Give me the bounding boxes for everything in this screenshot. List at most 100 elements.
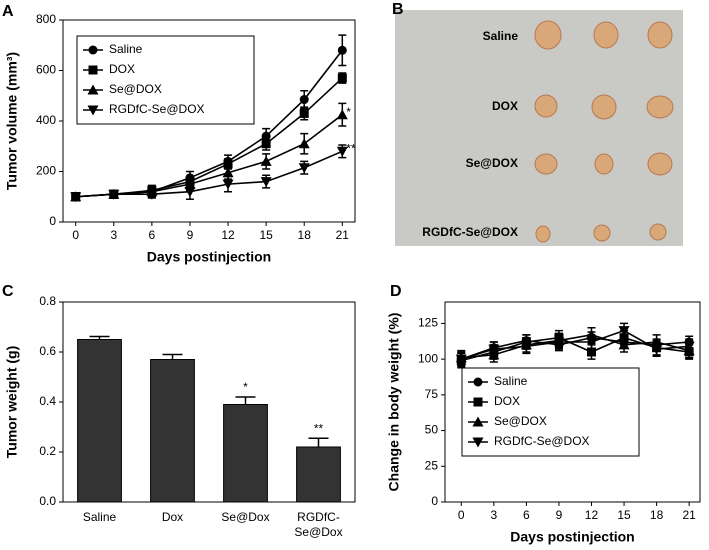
marker [553, 337, 565, 348]
x-axis-label: Days postinjection [510, 529, 634, 545]
series-line [75, 150, 343, 198]
legend-label: Saline [494, 374, 528, 388]
marker [473, 377, 483, 387]
x-tick-label: 15 [617, 508, 631, 522]
x-tick-label: Dox [162, 510, 183, 524]
tumor [535, 225, 551, 243]
tumor [647, 21, 673, 49]
bar [296, 446, 341, 503]
row-label: DOX [492, 99, 518, 113]
marker [298, 163, 310, 174]
marker [488, 344, 500, 355]
y-tick-label: 100 [418, 351, 438, 365]
marker [585, 337, 597, 348]
tumor [649, 223, 667, 241]
bar [223, 404, 268, 503]
plot-frame [444, 301, 701, 503]
tumor [594, 153, 614, 175]
marker [87, 105, 99, 116]
marker [260, 177, 272, 188]
marker [299, 108, 309, 118]
y-tick-label: 800 [36, 12, 56, 26]
marker [146, 189, 158, 200]
x-tick-label: 9 [187, 228, 194, 242]
x-tick-label: Saline [83, 510, 117, 524]
row-label: RGDfC-Se@DOX [422, 225, 518, 239]
y-tick-label: 50 [425, 423, 439, 437]
x-tick-label: 21 [336, 228, 350, 242]
panel-label: D [390, 283, 402, 300]
legend-label: Se@DOX [494, 414, 547, 428]
x-tick-label: 21 [682, 508, 696, 522]
tumor [534, 94, 558, 118]
tumor [591, 94, 617, 120]
marker [472, 437, 484, 448]
significance: * [243, 380, 248, 394]
y-tick-label: 0.4 [39, 394, 56, 408]
marker [260, 155, 272, 166]
panel-label: B [392, 1, 404, 18]
marker [88, 45, 98, 55]
marker [222, 167, 234, 178]
error-bar [308, 437, 329, 447]
y-tick-label: 75 [425, 387, 439, 401]
marker [618, 326, 630, 337]
legend-label: RGDfC-Se@DOX [109, 102, 205, 116]
marker [70, 192, 82, 203]
panel-label: A [2, 3, 14, 20]
tumors [534, 20, 674, 243]
tumor [534, 20, 562, 50]
tumor [593, 21, 619, 49]
y-tick-label: 0.2 [39, 444, 56, 458]
y-tick-label: 25 [425, 458, 439, 472]
marker [336, 146, 348, 157]
row-label: Saline [483, 29, 519, 43]
y-tick-label: 0.0 [39, 494, 56, 508]
photo-panel: B Saline DOX Se@DOX RGDfC-Se@DOX [392, 1, 683, 246]
marker [337, 73, 347, 83]
x-tick-label: 18 [650, 508, 664, 522]
error-bar [235, 396, 256, 405]
marker [223, 159, 233, 169]
marker [455, 354, 467, 365]
x-tick-label: RGDfC-Se@Dox [294, 510, 342, 539]
marker [618, 339, 630, 350]
series-line [461, 329, 690, 360]
x-tick-label: Se@Dox [221, 510, 269, 524]
marker [472, 416, 484, 427]
legend-label: Saline [109, 42, 143, 56]
significance: * [346, 105, 351, 119]
legend-label: DOX [494, 394, 520, 408]
series-line [75, 114, 343, 198]
x-tick-label: 0 [458, 508, 465, 522]
marker [683, 341, 695, 352]
x-tick-label: 6 [149, 228, 156, 242]
marker [651, 344, 663, 355]
bar [77, 339, 122, 503]
marker [336, 109, 348, 120]
marker [88, 65, 98, 75]
marker [184, 187, 196, 198]
legend-label: Se@DOX [109, 82, 162, 96]
legend-label: RGDfC-Se@DOX [494, 434, 590, 448]
marker [586, 347, 596, 357]
series-line [461, 334, 690, 359]
x-tick-label: 3 [490, 508, 497, 522]
y-tick-label: 0.6 [39, 344, 56, 358]
legend [461, 367, 640, 457]
y-tick-label: 600 [36, 63, 56, 77]
x-tick-label: 18 [298, 228, 312, 242]
y-axis-label: Change in body weight (%) [386, 313, 402, 492]
x-tick-label: 9 [556, 508, 563, 522]
error-bar [89, 335, 110, 340]
y-tick-label: 125 [418, 316, 438, 330]
marker [299, 95, 309, 105]
x-tick-label: 12 [585, 508, 599, 522]
marker [298, 138, 310, 149]
marker [473, 397, 483, 407]
marker [87, 84, 99, 95]
x-tick-label: 0 [72, 228, 79, 242]
x-tick-label: 15 [259, 228, 273, 242]
